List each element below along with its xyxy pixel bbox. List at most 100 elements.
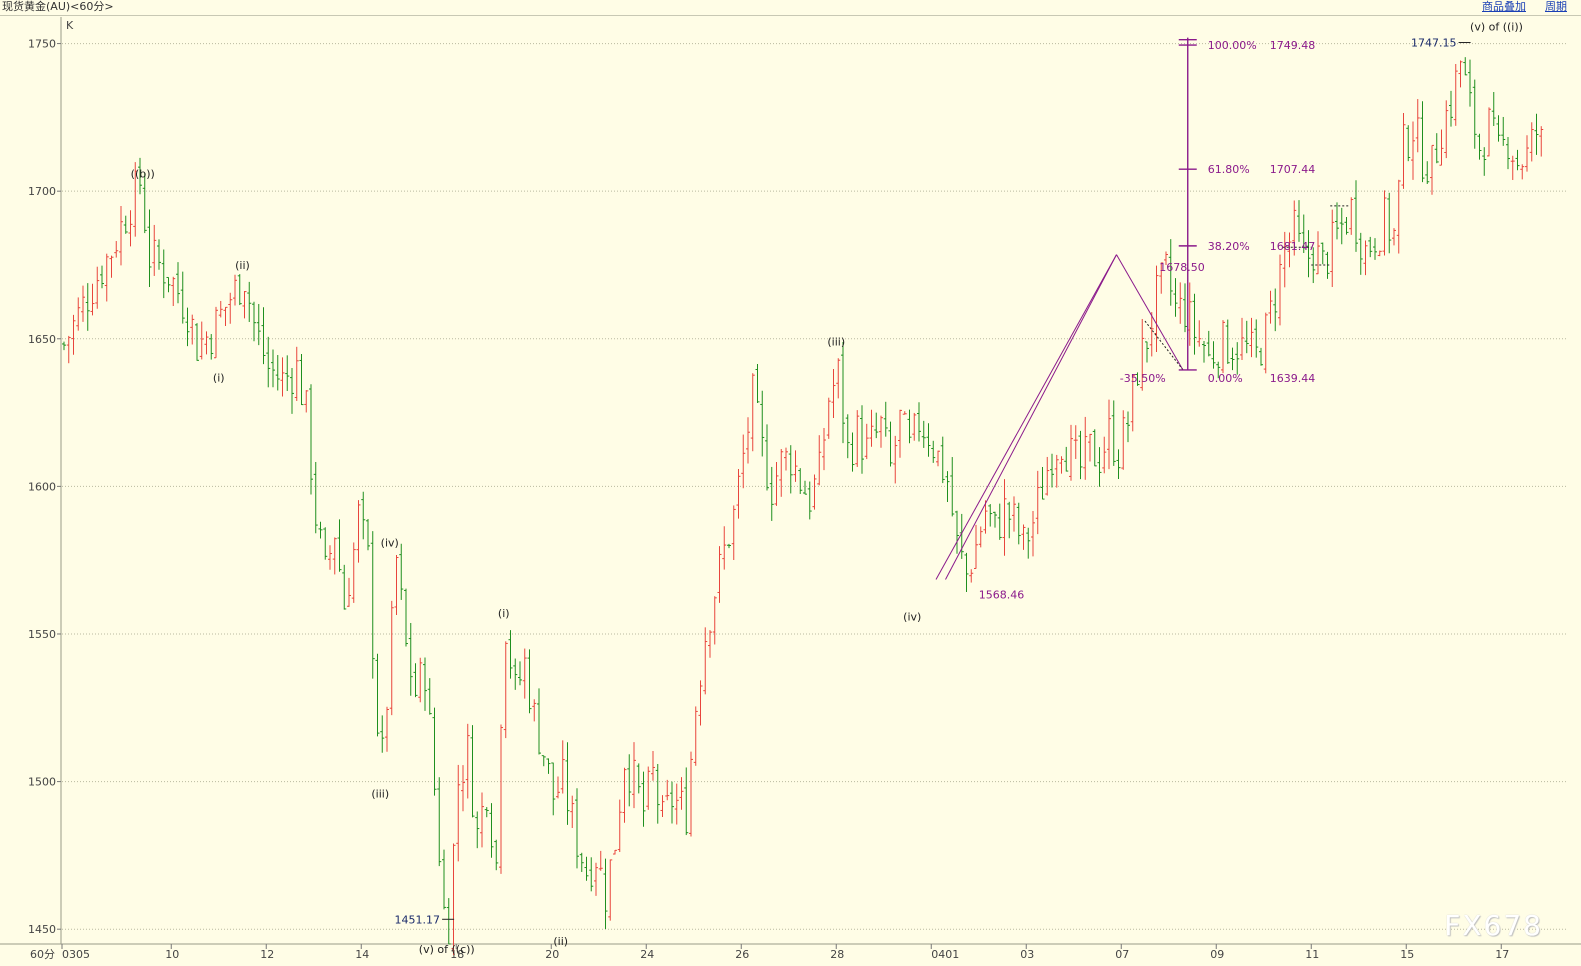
ohlc-bar	[1145, 341, 1149, 363]
ohlc-bar	[223, 306, 228, 326]
annotations: ((b)) (ii) (i) (iv) (iii) (i) (ii) (iii) (iv) (v)…	[131, 21, 1523, 956]
ohlc-bar	[328, 545, 332, 570]
ohlc-bar	[874, 412, 879, 439]
ohlc-bar	[1387, 192, 1392, 254]
ohlc-bar	[769, 466, 774, 521]
ohlc-bar	[1211, 341, 1216, 369]
ohlc-bar	[1073, 425, 1078, 459]
ohlc-bar	[1491, 92, 1496, 126]
ohlc-bar	[190, 314, 195, 345]
ohlc-bar	[1045, 456, 1050, 496]
ohlc-bar	[793, 450, 798, 482]
ohlc-bar	[1292, 200, 1297, 256]
ohlc-bar	[731, 505, 736, 560]
x-tick-label: 12	[260, 948, 274, 961]
ohlc-bar	[1420, 101, 1425, 183]
fib-level-value: 1707.44	[1270, 163, 1316, 176]
ohlc-bar	[627, 754, 632, 807]
ohlc-bar	[461, 765, 465, 812]
ohlc-bar	[693, 706, 698, 766]
ohlc-bar	[822, 428, 826, 471]
x-tick-label: 11	[1305, 948, 1319, 961]
y-tick-label: 1700	[28, 185, 56, 198]
ohlc-bar	[750, 373, 755, 452]
x-tick-label: 24	[640, 948, 654, 961]
ohlc-bar	[636, 763, 641, 794]
ohlc-bar	[475, 811, 480, 849]
ohlc-bar	[446, 898, 451, 945]
panel-label: K	[66, 19, 74, 32]
ohlc-bar	[1301, 214, 1306, 253]
ohlc-bar	[1320, 242, 1325, 265]
ohlc-bar	[413, 663, 418, 698]
ohlc-bar	[1453, 64, 1458, 126]
top-bar: 现货黄金(AU)<60分> 商品叠加 周期	[0, 0, 1581, 16]
ohlc-bar	[256, 303, 261, 346]
ohlc-bar	[323, 527, 328, 560]
ohlc-bar	[978, 526, 983, 548]
ohlc-bar	[1477, 133, 1482, 160]
ohlc-bar	[370, 531, 375, 679]
price-label: 1451.17	[395, 913, 441, 926]
ohlc-bar	[1173, 278, 1178, 317]
ohlc-bar	[1458, 60, 1463, 88]
ohlc-bar	[280, 357, 285, 397]
ohlc-bar	[399, 543, 404, 600]
ohlc-bar	[361, 491, 366, 540]
ohlc-bar	[1107, 399, 1111, 470]
ohlc-bar	[1178, 282, 1183, 324]
ohlc-bar	[641, 771, 646, 827]
ohlc-bar	[1244, 320, 1249, 354]
ohlc-bar	[1287, 232, 1292, 268]
ohlc-bar	[1482, 147, 1487, 176]
ohlc-bar	[845, 414, 850, 459]
ohlc-bar	[456, 764, 461, 862]
ohlc-bar	[722, 526, 727, 570]
ohlc-bar	[1335, 202, 1339, 240]
ohlc-bar	[803, 480, 807, 495]
ohlc-bar	[589, 857, 594, 892]
ohlc-bar	[1263, 312, 1268, 374]
ohlc-bar	[1539, 126, 1544, 157]
ohlc-bar	[727, 543, 731, 549]
ohlc-bar	[389, 600, 394, 716]
ohlc-bar	[275, 355, 280, 391]
ohlc-bar	[1159, 262, 1164, 294]
ohlc-bar	[1411, 121, 1415, 180]
ohlc-bar	[964, 552, 969, 592]
ohlc-bar	[1221, 320, 1225, 374]
ohlc-bar	[1154, 265, 1159, 352]
ohlc-bar	[418, 657, 423, 703]
ohlc-bar	[1501, 116, 1506, 146]
ohlc-bar	[646, 766, 651, 810]
ohlc-bar	[1339, 207, 1344, 245]
ohlc-bar	[760, 390, 765, 457]
down-leg-dotted	[1144, 320, 1184, 371]
ohlc-bar	[1487, 107, 1491, 157]
ohlc-bar	[465, 723, 470, 799]
ohlc-bar	[375, 653, 380, 737]
ohlc-bar	[1368, 236, 1373, 258]
overlay-link[interactable]: 商品叠加	[1482, 0, 1526, 13]
wave-label: (v) of ((c))	[419, 943, 475, 956]
ohlc-bar	[1069, 424, 1073, 481]
ohlc-bar	[195, 323, 199, 361]
ohlc-bar	[850, 432, 855, 472]
ohlc-bar	[1472, 79, 1477, 149]
wave-label: (ii)	[235, 259, 250, 272]
fib-level-pct: 61.80%	[1208, 163, 1250, 176]
ohlc-bar	[71, 314, 76, 355]
period-link[interactable]: 周期	[1545, 0, 1567, 13]
ohlc-bar	[313, 461, 318, 534]
ohlc-bar	[712, 596, 717, 645]
ohlc-bar	[337, 519, 342, 572]
ohlc-bar	[1040, 467, 1045, 500]
ohlc-bar	[161, 249, 166, 299]
ohlc-bar	[988, 504, 993, 527]
ohlc-bar	[385, 706, 389, 752]
ohlc-bar	[613, 849, 617, 855]
ohlc-bar	[1031, 511, 1035, 557]
ohlc-bar	[123, 215, 128, 234]
